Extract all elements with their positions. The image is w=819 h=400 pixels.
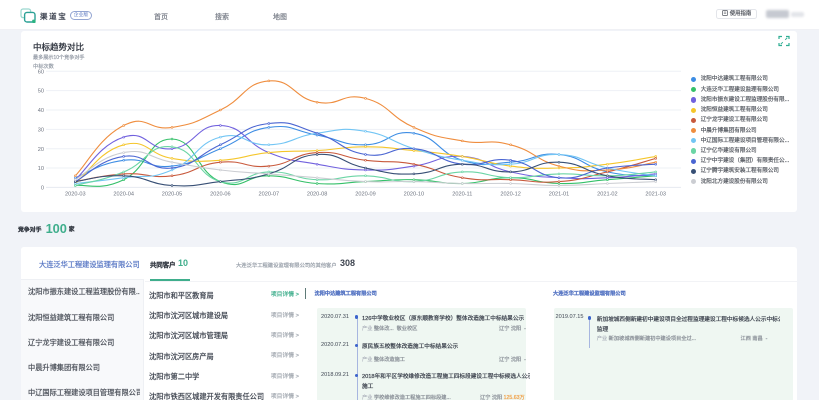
svg-text:2021-01: 2021-01 <box>549 192 570 198</box>
svg-text:0: 0 <box>41 186 44 192</box>
svg-text:60: 60 <box>38 69 44 75</box>
svg-text:2021-03: 2021-03 <box>645 192 666 198</box>
svg-text:40: 40 <box>38 108 44 114</box>
svg-text:50: 50 <box>38 89 44 95</box>
svg-text:2020-03: 2020-03 <box>65 192 86 198</box>
svg-text:2020-08: 2020-08 <box>307 192 328 198</box>
svg-text:2020-06: 2020-06 <box>210 192 231 198</box>
svg-text:2021-02: 2021-02 <box>597 192 618 198</box>
svg-text:10: 10 <box>38 166 44 172</box>
svg-text:2020-04: 2020-04 <box>113 192 134 198</box>
svg-text:30: 30 <box>38 127 44 133</box>
svg-text:2020-07: 2020-07 <box>259 192 280 198</box>
svg-text:2020-10: 2020-10 <box>404 192 425 198</box>
svg-text:2020-11: 2020-11 <box>452 192 472 198</box>
svg-text:2020-05: 2020-05 <box>162 192 183 198</box>
svg-text:2020-12: 2020-12 <box>500 192 521 198</box>
svg-text:2020-09: 2020-09 <box>355 192 376 198</box>
svg-text:20: 20 <box>38 147 44 153</box>
